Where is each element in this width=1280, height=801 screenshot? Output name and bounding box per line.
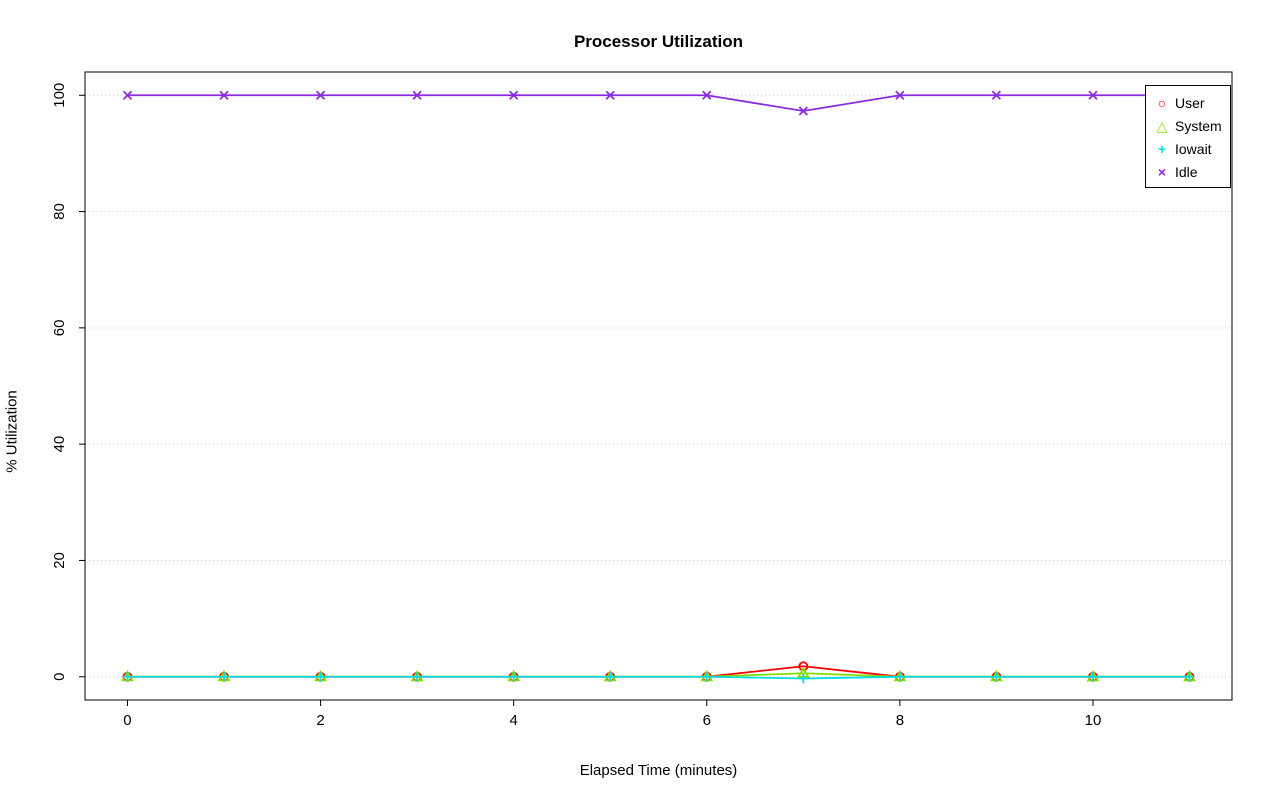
legend-marker-plus-icon: + [1157, 140, 1167, 157]
legend-marker-triangle-icon: △ [1156, 117, 1168, 134]
series-iowait [122, 672, 1195, 683]
legend-item-system: △ System [1154, 114, 1230, 137]
y-tick-label: 0 [51, 673, 68, 681]
y-tick-label: 60 [51, 320, 68, 337]
legend-label: User [1175, 94, 1205, 111]
legend-label: Idle [1175, 163, 1198, 180]
y-axis-label: % Utilization [3, 390, 21, 473]
x-tick-label: 8 [896, 712, 904, 729]
legend-label: System [1175, 117, 1222, 134]
legend-item-user: ○ User [1154, 91, 1230, 114]
x-axis-label: Elapsed Time (minutes) [579, 762, 738, 779]
y-tick-label: 80 [51, 203, 68, 220]
series-user [122, 661, 1195, 682]
legend-marker-x-icon: × [1157, 163, 1167, 180]
legend-marker-circle-icon: ○ [1157, 94, 1167, 111]
legend-item-iowait: + Iowait [1154, 137, 1230, 160]
series-idle [122, 90, 1195, 116]
x-tick-label: 10 [1085, 712, 1102, 729]
x-tick-label: 2 [316, 712, 324, 729]
plot-border [84, 71, 1233, 701]
y-tick-label: 20 [51, 552, 68, 569]
x-tick-label: 4 [510, 712, 518, 729]
legend-label: Iowait [1175, 140, 1212, 157]
x-tick-label: 6 [703, 712, 711, 729]
legend: ○ User △ System + Iowait × Idle [1145, 85, 1231, 188]
chart-title: Processor Utilization [573, 32, 744, 51]
y-tick-label: 100 [51, 83, 68, 108]
y-tick-label: 40 [51, 436, 68, 453]
legend-item-idle: × Idle [1154, 160, 1230, 183]
x-tick-label: 0 [123, 712, 131, 729]
series-system [121, 666, 1196, 682]
